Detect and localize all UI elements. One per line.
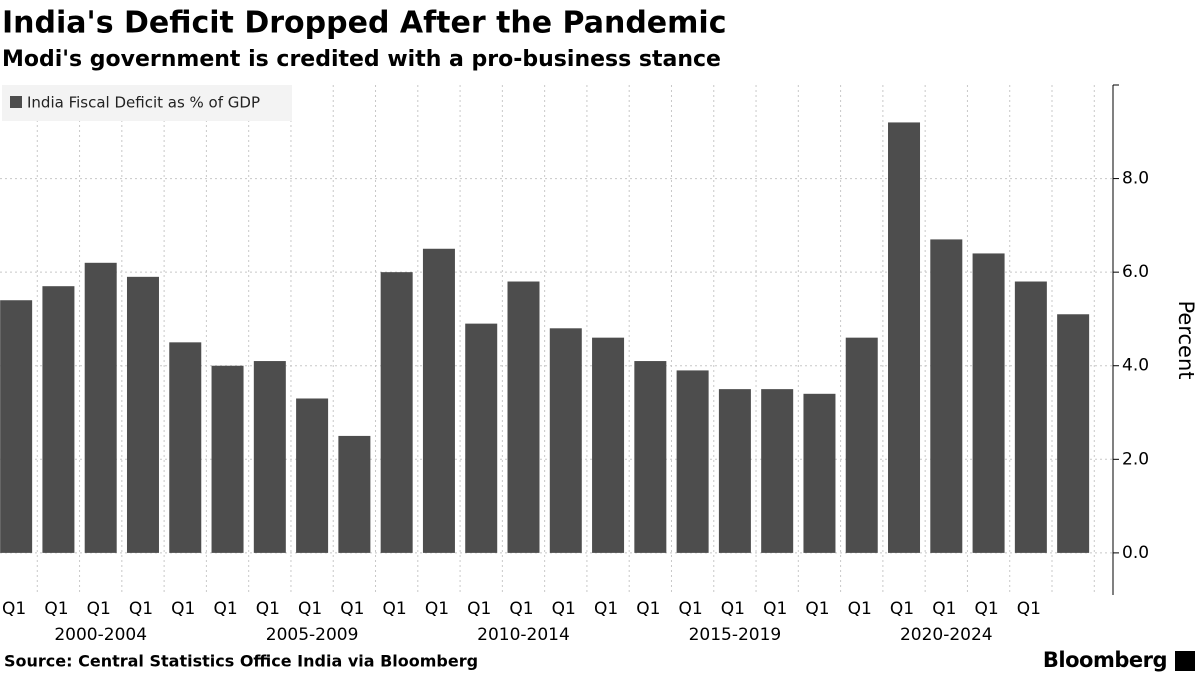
x-tick-label: Q1 bbox=[721, 599, 745, 619]
bar bbox=[1057, 314, 1090, 553]
x-tick-label: Q1 bbox=[44, 599, 68, 619]
bar bbox=[718, 389, 751, 553]
x-tick-label: Q1 bbox=[340, 599, 364, 619]
x-tick-label: Q1 bbox=[425, 599, 449, 619]
legend-label: India Fiscal Deficit as % of GDP bbox=[27, 94, 260, 112]
bar bbox=[761, 389, 794, 553]
x-tick-label: Q1 bbox=[805, 599, 829, 619]
bar bbox=[380, 272, 413, 553]
y-tick-label: 6.0 bbox=[1122, 262, 1149, 282]
bar bbox=[253, 361, 286, 553]
bar bbox=[42, 286, 75, 553]
bar bbox=[1014, 281, 1047, 553]
x-tick-label: Q1 bbox=[552, 599, 576, 619]
bar bbox=[338, 435, 371, 553]
bar bbox=[592, 337, 625, 553]
x-tick-label: Q1 bbox=[974, 599, 998, 619]
x-tick-label: Q1 bbox=[87, 599, 111, 619]
bar bbox=[84, 262, 117, 553]
brand-icon bbox=[1175, 651, 1195, 671]
bar bbox=[930, 239, 963, 553]
x-tick-label: Q1 bbox=[129, 599, 153, 619]
bar bbox=[634, 361, 667, 553]
x-tick-label: Q1 bbox=[383, 599, 407, 619]
x-tick-label: Q1 bbox=[509, 599, 533, 619]
y-axis-label: Percent bbox=[1174, 300, 1198, 379]
source: Source: Central Statistics Office India … bbox=[4, 652, 478, 671]
x-tick-label: Q1 bbox=[890, 599, 914, 619]
bar bbox=[126, 276, 159, 553]
bar bbox=[972, 253, 1005, 553]
y-tick-label: 0.0 bbox=[1122, 543, 1149, 563]
chart-subtitle: Modi's government is credited with a pro… bbox=[2, 47, 721, 72]
x-tick-label: Q1 bbox=[256, 599, 280, 619]
brand: Bloomberg bbox=[1043, 648, 1167, 672]
bar bbox=[549, 328, 582, 553]
bar bbox=[422, 248, 455, 553]
x-group-label: 2005-2009 bbox=[266, 625, 359, 645]
legend-swatch bbox=[10, 96, 22, 108]
x-tick-label: Q1 bbox=[763, 599, 787, 619]
bar bbox=[676, 370, 709, 553]
x-group-label: 2020-2024 bbox=[900, 625, 993, 645]
x-group-label: 2010-2014 bbox=[477, 625, 570, 645]
bar bbox=[465, 323, 498, 553]
x-group-label: 2000-2004 bbox=[54, 625, 147, 645]
bar bbox=[803, 393, 836, 553]
y-tick-label: 2.0 bbox=[1122, 449, 1149, 469]
bar bbox=[507, 281, 540, 553]
x-tick-label: Q1 bbox=[848, 599, 872, 619]
x-tick-label: Q1 bbox=[636, 599, 660, 619]
bar bbox=[211, 365, 244, 553]
bar bbox=[296, 398, 329, 553]
x-tick-label: Q1 bbox=[679, 599, 703, 619]
x-tick-label: Q1 bbox=[467, 599, 491, 619]
x-tick-label: Q1 bbox=[1017, 599, 1041, 619]
bar bbox=[888, 122, 921, 553]
bar bbox=[0, 300, 33, 553]
x-tick-label: Q1 bbox=[2, 599, 26, 619]
x-tick-label: Q1 bbox=[213, 599, 237, 619]
chart-title: India's Deficit Dropped After the Pandem… bbox=[2, 6, 726, 41]
y-tick-label: 4.0 bbox=[1122, 356, 1149, 376]
bar bbox=[169, 342, 202, 553]
y-tick-label: 8.0 bbox=[1122, 169, 1149, 189]
x-tick-label: Q1 bbox=[932, 599, 956, 619]
x-tick-label: Q1 bbox=[298, 599, 322, 619]
x-tick-label: Q1 bbox=[594, 599, 618, 619]
x-tick-label: Q1 bbox=[171, 599, 195, 619]
legend-box bbox=[2, 85, 292, 121]
x-group-label: 2015-2019 bbox=[689, 625, 782, 645]
bar bbox=[845, 337, 878, 553]
